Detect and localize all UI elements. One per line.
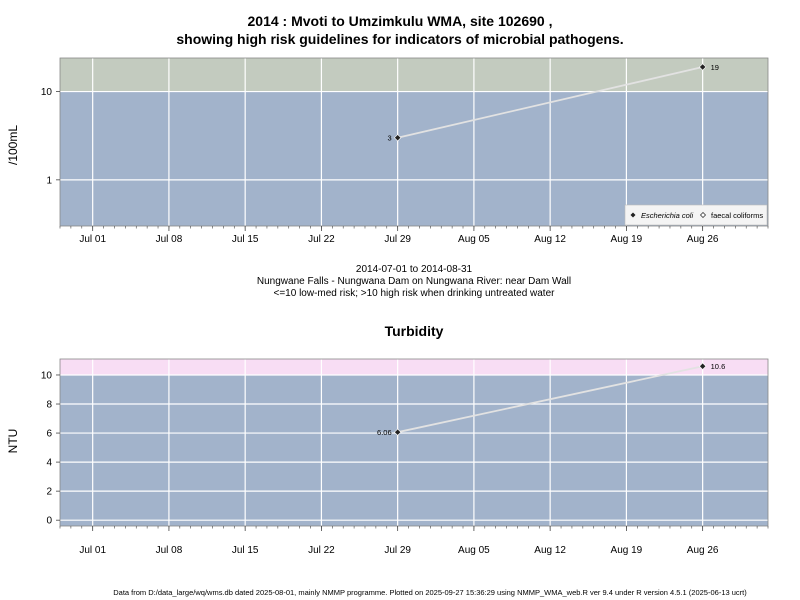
- microbial-x-tick-label: Jul 22: [308, 234, 335, 245]
- risk-note-text: <=10 low-med risk; >10 high risk when dr…: [273, 288, 555, 299]
- turbidity-high-risk-band: [60, 359, 768, 375]
- microbial-panel: 1 10 Jul 01 Jul 08 Jul 15 Jul 22 Jul 29 Aug 05 A…: [41, 57, 769, 245]
- legend-box: [624, 204, 768, 226]
- turbidity-x-tick-label: Jul 15: [232, 545, 259, 556]
- microbial-x-tick-label: Aug 12: [534, 234, 566, 245]
- chart-title: 2014 : Mvoti to Umzimkulu WMA, site 1026…: [0, 12, 800, 48]
- microbial-data-label: 19: [711, 63, 719, 72]
- turbidity-y-tick-label: 6: [46, 429, 52, 440]
- microbial-x-tick-label: Jul 15: [232, 234, 259, 245]
- turbidity-x-tick-label: Jul 22: [308, 545, 335, 556]
- microbial-y-tick-label: 1: [46, 175, 52, 186]
- legend-entry-label: faecal coliforms: [711, 211, 763, 220]
- turbidity-x-tick-label: Jul 29: [384, 545, 411, 556]
- turbidity-title: Turbidity: [384, 323, 444, 339]
- legend-entry-label: Escherichia coli: [641, 211, 693, 220]
- footer-note: Data from D:/data_large/wq/wms.db dated …: [113, 588, 747, 597]
- turbidity-series-line: [397, 365, 703, 434]
- turbidity-x-tick-label: Aug 26: [687, 545, 719, 556]
- microbial-y-tick-label: 10: [41, 87, 53, 98]
- turbidity-y-tick-label: 4: [46, 458, 52, 469]
- turbidity-data-point: [394, 428, 402, 436]
- microbial-x-tick-label: Jul 29: [384, 234, 411, 245]
- microbial-data-point: [699, 63, 707, 71]
- turbidity-y-tick-label: 0: [46, 516, 52, 527]
- microbial-x-tick-label: Aug 26: [687, 234, 719, 245]
- microbial-x-tick-label: Jul 01: [79, 234, 106, 245]
- turbidity-panel: 0 2 4 6 8 10 Jul 01 Jul 08 Jul 15 Jul 22 Jul 29 Aug…: [41, 358, 769, 556]
- turbidity-x-tick-label: Aug 12: [534, 545, 566, 556]
- microbial-x-tick-label: Jul 08: [156, 234, 183, 245]
- turbidity-y-tick-label: 10: [41, 370, 53, 381]
- microbial-data-point: [394, 134, 402, 142]
- turbidity-y-tick-label: 8: [46, 400, 52, 411]
- legend-marker-filled: [630, 212, 636, 218]
- turbidity-frame: [59, 358, 769, 527]
- legend: Escherichia coli faecal coliforms: [624, 204, 768, 226]
- turbidity-data-label: 6.06: [377, 428, 392, 437]
- turbidity-x-tick-label: Jul 08: [156, 545, 183, 556]
- microbial-series-line: [397, 66, 703, 139]
- turbidity-x-tick-label: Aug 19: [611, 545, 643, 556]
- microbial-x-tick-label: Aug 19: [611, 234, 643, 245]
- legend-marker-open: [700, 212, 706, 218]
- turbidity-plot-area: [60, 359, 768, 526]
- date-range-text: 2014-07-01 to 2014-08-31: [355, 264, 473, 275]
- microbial-high-risk-band: [60, 58, 768, 92]
- turbidity-x-tick-label: Aug 05: [458, 545, 490, 556]
- chart-title-line-1: 2014 : Mvoti to Umzimkulu WMA, site 1026…: [247, 13, 553, 29]
- turbidity-x-tick-label: Jul 01: [79, 545, 106, 556]
- turbidity-data-point: [699, 362, 707, 370]
- turbidity-data-label: 10.6: [711, 362, 726, 371]
- site-text: Nungwane Falls - Nungwana Dam on Nungwan…: [256, 276, 572, 287]
- microbial-frame: [59, 57, 769, 227]
- chart-title-line-2: showing high risk guidelines for indicat…: [176, 31, 624, 47]
- microbial-data-label: 3: [387, 134, 391, 143]
- microbial-caption: 2014-07-01 to 2014-08-31 Nungwane Falls …: [0, 264, 800, 300]
- turbidity-y-tick-label: 2: [46, 487, 52, 498]
- microbial-x-tick-label: Aug 05: [458, 234, 490, 245]
